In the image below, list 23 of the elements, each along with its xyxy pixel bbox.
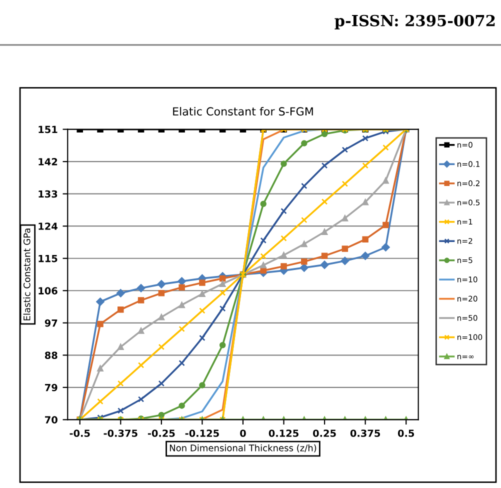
chart-title: Elatic Constant for S-FGM (173, 106, 313, 116)
x-tick-label: 0.25 (313, 430, 336, 437)
y-tick-label: 79 (45, 384, 58, 392)
y-axis-title: Elastic Constant GPa (23, 228, 30, 320)
y-tick-label: 151 (38, 126, 58, 134)
x-tick-label: -0.25 (148, 430, 175, 437)
y-tick-label: 88 (44, 352, 58, 359)
y-tick-label: 142 (38, 158, 58, 166)
y-tick-label: 133 (38, 190, 58, 198)
x-tick-label: 0.5 (398, 430, 414, 437)
y-tick-label: 124 (38, 222, 58, 230)
y-tick-label: 106 (38, 287, 58, 294)
y-tick-label: 97 (44, 319, 58, 327)
text: p-ISSN: 2395-0072 (334, 14, 495, 30)
x-tick-label: 0.125 (268, 430, 298, 437)
x-tick-label: -0.5 (70, 430, 90, 437)
x-tick-label: 0.375 (350, 430, 380, 437)
x-tick-label: -0.125 (185, 430, 219, 437)
y-tick-label: 70 (45, 416, 58, 424)
x-tick-label: 0 (240, 430, 246, 437)
y-tick-label: 115 (38, 254, 58, 262)
x-axis-title: Non Dimensional Thickness (z/h) (170, 444, 316, 452)
x-tick-label: -0.375 (104, 430, 138, 437)
